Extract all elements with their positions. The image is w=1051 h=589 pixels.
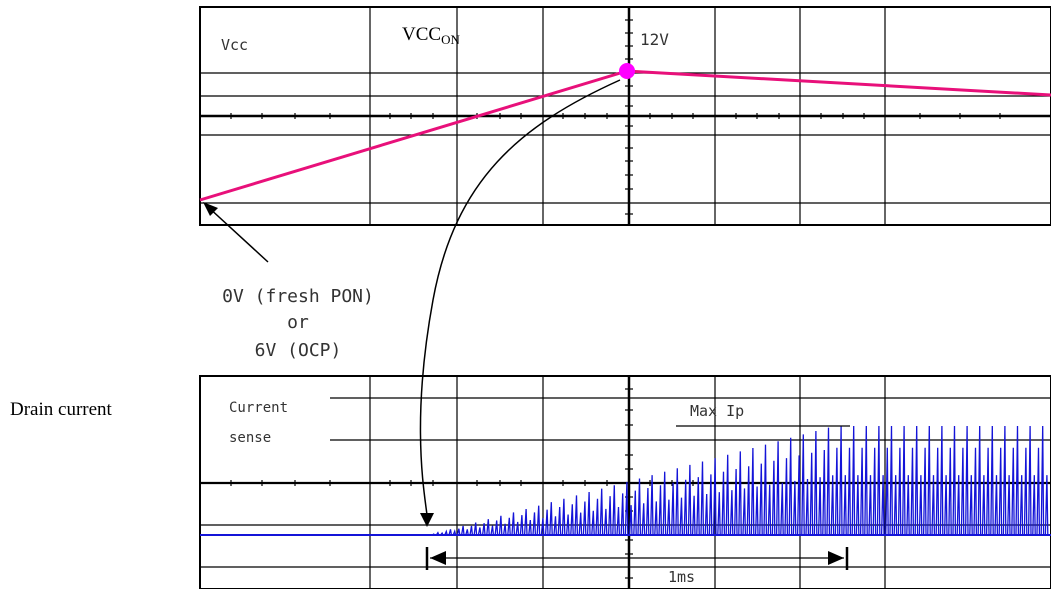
vcc-trace-label: Vcc: [221, 36, 248, 54]
current-sense-label-2: sense: [229, 430, 271, 446]
bottom-grid: [199, 375, 1051, 589]
annotation-arrow-line: [206, 205, 269, 263]
vcc-on-subscript: ON: [441, 32, 460, 47]
trigger-connector-arrowhead: [420, 513, 434, 527]
annotation-line-1: 0V (fresh PON): [222, 286, 374, 307]
vcc-on-label: VCCON: [402, 24, 460, 47]
annotation-line-2: or: [287, 312, 309, 333]
trigger-connector-curve: [419, 79, 621, 516]
top-grid: [199, 6, 1051, 226]
duration-label: 1ms: [668, 568, 695, 586]
current-sense-label-1: Current: [229, 400, 288, 416]
annotation-arrow-head: [203, 202, 218, 216]
annotation-line-3: 6V (OCP): [255, 340, 342, 361]
max-ip-label: Max Ip: [690, 402, 744, 420]
vcc-on-main: VCC: [402, 24, 441, 45]
peak-marker: [619, 63, 635, 79]
peak-voltage-label: 12V: [640, 30, 669, 49]
duration-dimension: [425, 547, 849, 570]
drain-current-label: Drain current: [10, 399, 112, 420]
